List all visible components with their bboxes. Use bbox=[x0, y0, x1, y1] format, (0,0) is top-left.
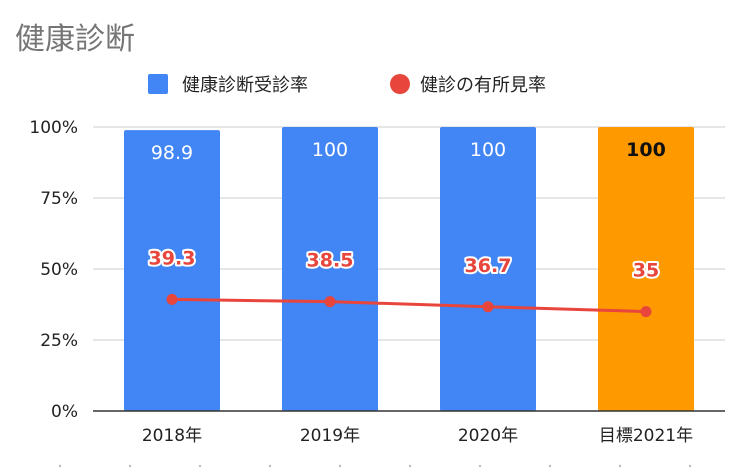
bar bbox=[440, 127, 536, 411]
chart-title: 健康診断 bbox=[15, 22, 135, 57]
line-data-label: 39.3 bbox=[149, 247, 196, 269]
x-tick-label: 目標2021年 bbox=[599, 426, 693, 446]
y-tick-label: 75% bbox=[40, 189, 78, 209]
legend-swatch-line bbox=[390, 74, 410, 94]
decorative-dot bbox=[58, 464, 62, 468]
decorative-dot bbox=[688, 464, 692, 468]
line-path bbox=[171, 297, 647, 314]
decorative-dot bbox=[268, 464, 272, 468]
decorative-dot bbox=[548, 464, 552, 468]
legend: 健康診断受診率 健診の有所見率 bbox=[148, 74, 546, 96]
legend-label-bar: 健康診断受診率 bbox=[182, 75, 308, 96]
decorative-dot bbox=[408, 464, 412, 468]
bar bbox=[282, 127, 378, 411]
x-tick-label: 2018年 bbox=[142, 426, 202, 446]
line-data-label: 35 bbox=[633, 260, 659, 282]
decorative-dot bbox=[198, 464, 202, 468]
bar bbox=[598, 127, 694, 411]
x-axis-dots bbox=[58, 464, 692, 468]
y-tick-label: 25% bbox=[40, 331, 78, 351]
bar bbox=[124, 130, 220, 411]
decorative-dot bbox=[618, 464, 622, 468]
x-axis-ticks: 2018年 2019年 2020年 目標2021年 bbox=[142, 426, 693, 446]
line-data-label: 38.5 bbox=[307, 250, 354, 272]
decorative-dot bbox=[128, 464, 132, 468]
legend-swatch-bar bbox=[148, 74, 168, 94]
decorative-dot bbox=[338, 464, 342, 468]
x-tick-label: 2020年 bbox=[458, 426, 518, 446]
bars: 98.9 100 100 100 bbox=[124, 127, 694, 411]
y-tick-label: 100% bbox=[29, 118, 78, 138]
line-point bbox=[640, 306, 652, 318]
line-point bbox=[482, 301, 494, 313]
bar-data-label: 100 bbox=[312, 139, 348, 161]
y-tick-label: 50% bbox=[40, 260, 78, 280]
line-series: 39.3 38.5 36.7 35 bbox=[147, 245, 661, 318]
line-point bbox=[166, 293, 178, 305]
x-tick-label: 2019年 bbox=[300, 426, 360, 446]
line-point bbox=[324, 296, 336, 308]
decorative-dot bbox=[478, 464, 482, 468]
y-tick-label: 0% bbox=[51, 402, 78, 422]
bar-data-label: 100 bbox=[626, 139, 666, 161]
bar-data-label: 100 bbox=[470, 139, 506, 161]
bar-data-label: 98.9 bbox=[151, 142, 193, 164]
legend-label-line: 健診の有所見率 bbox=[420, 75, 546, 96]
line-data-label: 36.7 bbox=[465, 255, 512, 277]
y-axis-ticks: 0% 25% 50% 75% 100% bbox=[29, 118, 78, 422]
